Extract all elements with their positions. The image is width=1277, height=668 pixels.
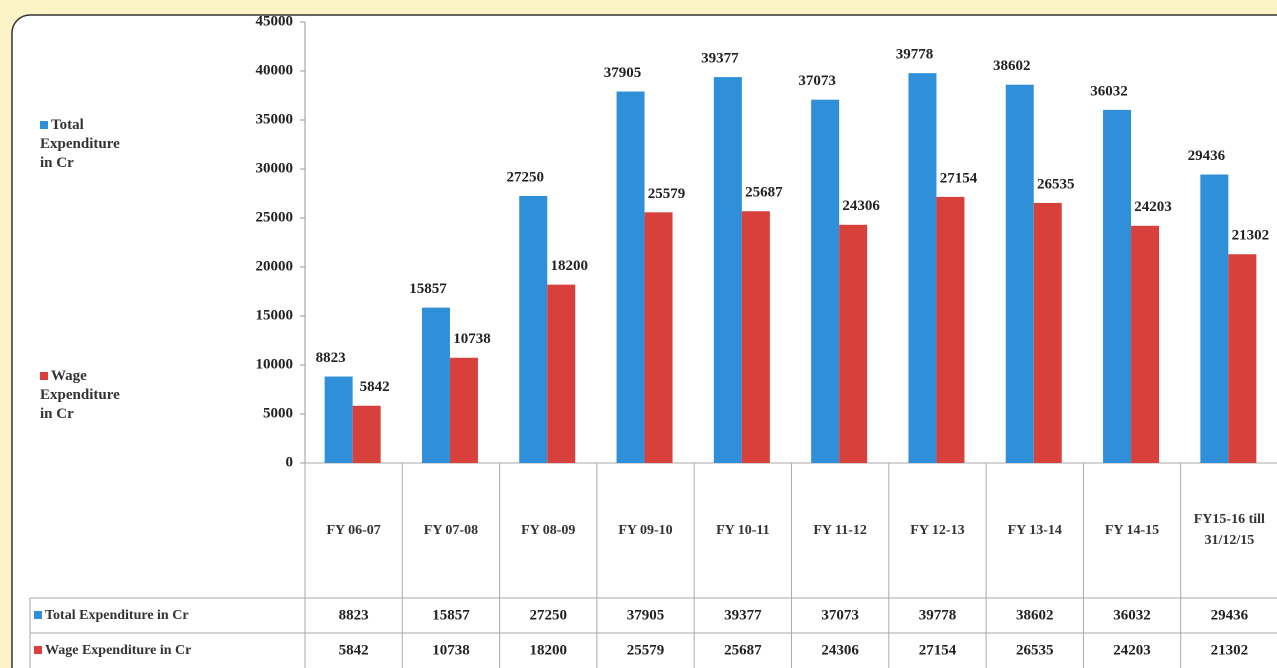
table-value: 24203 (1113, 642, 1151, 658)
category-label: FY 07-08 (423, 522, 479, 538)
table-value: 10738 (432, 642, 470, 658)
table-value: 38602 (1016, 607, 1054, 623)
category-label: FY 06-07 (326, 522, 381, 538)
table-value: 27154 (919, 642, 957, 658)
data-label: 37905 (604, 65, 642, 81)
legend-item: Wage Expenditure in Cr (40, 367, 130, 424)
legend-swatch (40, 372, 48, 380)
y-tick-label: 25000 (256, 209, 294, 225)
data-label: 24203 (1134, 199, 1172, 215)
table-value: 15857 (432, 607, 470, 623)
data-label: 15857 (409, 281, 447, 297)
data-label: 8823 (316, 350, 346, 366)
table-value: 25579 (627, 642, 665, 658)
data-label: 24306 (842, 198, 880, 214)
bar (547, 284, 576, 463)
table-value: 36032 (1113, 607, 1151, 623)
category-label: FY 10-11 (716, 522, 770, 538)
bar (1005, 84, 1034, 463)
category-label: FY 08-09 (521, 522, 576, 538)
table-value: 5842 (339, 642, 369, 658)
table-row-name: Wage Expenditure in Cr (34, 633, 304, 668)
data-label: 26535 (1037, 176, 1075, 192)
bar (811, 99, 840, 463)
data-label: 5842 (360, 379, 390, 395)
table-row-name: Total Expenditure in Cr (34, 598, 304, 633)
legend-label: Total Expenditure in Cr (40, 117, 120, 171)
data-label: 27250 (507, 169, 545, 185)
table-value: 8823 (339, 607, 369, 623)
legend-label: Wage Expenditure in Cr (40, 368, 120, 422)
table-value: 39377 (724, 607, 762, 623)
data-label: 25687 (745, 185, 783, 201)
data-label: 18200 (551, 258, 589, 274)
category-label: FY 11-12 (813, 522, 867, 538)
bar (908, 73, 937, 463)
table-value: 39778 (919, 607, 957, 623)
bar (421, 307, 450, 463)
bar (616, 91, 645, 463)
y-tick-label: 15000 (256, 307, 294, 323)
data-label: 10738 (453, 331, 491, 347)
table-value: 26535 (1016, 642, 1054, 658)
table-value: 21302 (1211, 642, 1249, 658)
bar (1228, 254, 1257, 463)
data-label: 21302 (1232, 228, 1270, 244)
table-value: 18200 (530, 642, 568, 658)
data-label: 38602 (993, 58, 1031, 74)
y-tick-label: 35000 (256, 111, 294, 127)
bar (741, 211, 770, 463)
bar (1200, 174, 1229, 463)
y-tick-label: 0 (286, 454, 294, 470)
y-tick-label: 10000 (256, 356, 294, 372)
table-value: 29436 (1211, 607, 1249, 623)
bar (839, 224, 868, 463)
y-tick-label: 5000 (263, 405, 293, 421)
legend-swatch (40, 121, 48, 129)
row-label: Wage Expenditure in Cr (45, 643, 192, 658)
y-tick-label: 30000 (256, 160, 294, 176)
data-label: 29436 (1188, 148, 1226, 164)
data-label: 39377 (701, 51, 739, 67)
y-tick-label: 45000 (256, 13, 294, 29)
y-tick-label: 20000 (256, 258, 294, 274)
category-label: FY 14-15 (1104, 522, 1160, 538)
data-label: 27154 (940, 170, 978, 186)
legend-swatch (34, 646, 42, 654)
legend-item: Total Expenditure in Cr (40, 116, 130, 173)
data-label: 25579 (648, 186, 686, 202)
y-tick-label: 40000 (256, 62, 294, 78)
data-label: 37073 (798, 73, 836, 89)
data-label: 39778 (896, 47, 934, 63)
data-label: 36032 (1090, 83, 1128, 99)
bar (713, 77, 742, 463)
bar (519, 195, 548, 463)
table-value: 37073 (821, 607, 859, 623)
bar (449, 357, 478, 463)
legend-swatch (34, 611, 42, 619)
bar (324, 376, 353, 463)
row-label: Total Expenditure in Cr (45, 608, 189, 623)
table-value: 37905 (627, 607, 665, 623)
category-label: FY 12-13 (910, 522, 965, 538)
table-value: 25687 (724, 642, 762, 658)
bar (1131, 225, 1160, 463)
table-value: 27250 (530, 607, 568, 623)
category-label: FY 09-10 (618, 522, 673, 538)
bar (644, 212, 673, 463)
bar (936, 196, 965, 463)
bar (1103, 109, 1132, 463)
table-value: 24306 (821, 642, 859, 658)
bar (1033, 202, 1062, 463)
bar (352, 405, 381, 463)
category-label: FY 13-14 (1007, 522, 1062, 538)
category-label: FY15-16 till 31/12/15 (1193, 512, 1265, 548)
